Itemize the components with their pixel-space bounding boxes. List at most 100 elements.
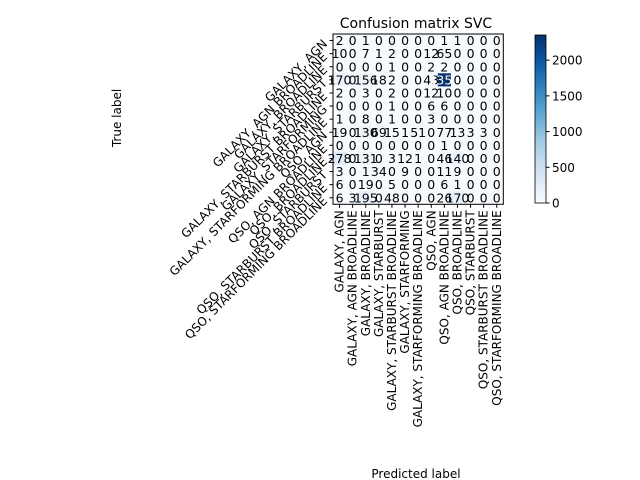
cell-value-label: 0 bbox=[493, 125, 501, 140]
x-tick-label: QSO, AGN BROADLINE bbox=[437, 210, 451, 344]
heatmap-cell bbox=[333, 99, 347, 113]
heatmap-cell bbox=[411, 151, 425, 166]
cell-value-label: 0 bbox=[453, 112, 461, 127]
cell-value-label: 0 bbox=[480, 72, 488, 87]
cell-value-label: 0 bbox=[493, 138, 501, 153]
x-tick-label: GALAXY, STARBURST bbox=[372, 210, 386, 337]
heatmap-cell bbox=[359, 47, 373, 61]
heatmap-cell bbox=[411, 165, 425, 179]
cell-value-label: 0 bbox=[440, 112, 448, 127]
heatmap-cell bbox=[490, 47, 504, 61]
cell-value-label: 0 bbox=[480, 59, 488, 74]
cell-value-label: 0 bbox=[375, 33, 383, 48]
cell-value-label: 0 bbox=[493, 33, 501, 48]
heatmap-cell bbox=[359, 112, 373, 126]
cell-value-label: 0 bbox=[467, 99, 475, 114]
cell-value-label: 0 bbox=[362, 59, 370, 74]
cell-value-label: 0 bbox=[467, 177, 475, 192]
heatmap-cell bbox=[424, 86, 439, 100]
cell-value-label: 77 bbox=[436, 125, 452, 140]
colorbar-gradient bbox=[534, 34, 547, 204]
cell-value-label: 0 bbox=[349, 85, 357, 100]
cell-value-label: 0 bbox=[467, 190, 475, 205]
colorbar-tick-label: 0 bbox=[552, 197, 560, 211]
heatmap-cell bbox=[372, 47, 386, 61]
heatmap-cell bbox=[411, 138, 425, 153]
heatmap-cell bbox=[437, 191, 452, 205]
cell-value-label: 1 bbox=[362, 33, 370, 48]
heatmap-cell bbox=[359, 138, 373, 153]
cell-value-label: 0 bbox=[414, 112, 422, 127]
heatmap-cell bbox=[424, 99, 439, 113]
cell-value-label: 0 bbox=[401, 112, 409, 127]
heatmap-cell bbox=[385, 47, 399, 61]
heatmap-cell bbox=[346, 125, 360, 140]
cell-value-label: 5 bbox=[388, 177, 396, 192]
heatmap-cell bbox=[346, 99, 360, 113]
heatmap-cell bbox=[333, 60, 347, 74]
heatmap-cell bbox=[437, 138, 452, 153]
cell-value-label: 51 bbox=[410, 125, 426, 140]
heatmap-cell bbox=[450, 47, 465, 61]
heatmap-cell bbox=[477, 191, 491, 205]
cell-value-label: 0 bbox=[414, 164, 422, 179]
heatmap-cell bbox=[333, 34, 347, 48]
cell-value-label: 0 bbox=[375, 59, 383, 74]
heatmap-cell bbox=[424, 178, 439, 192]
x-axis-ticks: GALAXY, AGN GALAXY, AGN BROADLINE GALAXY, … bbox=[333, 204, 504, 427]
heatmap-cell bbox=[437, 165, 452, 179]
heatmap-cell bbox=[359, 99, 373, 113]
cell-value-label: 0 bbox=[427, 177, 435, 192]
cell-value-label: 1 bbox=[388, 112, 396, 127]
colorbar-tick-label: 500 bbox=[552, 161, 575, 175]
heatmap-cell bbox=[385, 86, 399, 100]
heatmap-cell bbox=[359, 178, 373, 192]
heatmap-cell bbox=[424, 165, 439, 179]
heatmap-cell bbox=[398, 178, 412, 192]
cell-value-label: 0 bbox=[493, 164, 501, 179]
cell-value-label: 0 bbox=[453, 59, 461, 74]
heatmap-cell bbox=[477, 125, 491, 140]
cell-value-label: 2 bbox=[440, 59, 448, 74]
heatmap-cell bbox=[477, 178, 491, 192]
heatmap-cell bbox=[411, 73, 425, 87]
x-tick-label: GALAXY, AGN BROADLINE bbox=[346, 210, 360, 366]
heatmap-cell bbox=[490, 138, 504, 153]
heatmap-cell bbox=[346, 86, 360, 100]
heatmap-cell bbox=[333, 191, 347, 205]
cell-value-label: 46 bbox=[436, 151, 452, 166]
heatmap-cell bbox=[490, 34, 504, 48]
cell-value-label: 0 bbox=[388, 138, 396, 153]
cell-value-label: 9 bbox=[453, 164, 461, 179]
cell-value-label: 6 bbox=[427, 99, 435, 114]
heatmap-cell bbox=[411, 112, 425, 126]
heatmap-cell bbox=[411, 47, 425, 61]
x-tick-label: QSO, STARFORMING BROADLINE bbox=[490, 210, 504, 405]
cell-value-label: 0 bbox=[480, 85, 488, 100]
cell-value-label: 0 bbox=[401, 177, 409, 192]
heatmap-cell bbox=[372, 60, 386, 74]
heatmap-cell bbox=[398, 165, 412, 179]
heatmap-cell bbox=[424, 34, 439, 48]
cell-value-label: 0 bbox=[414, 46, 422, 61]
cell-value-label: 18 bbox=[371, 72, 387, 87]
heatmap-cell bbox=[333, 73, 347, 87]
heatmap-cell bbox=[437, 86, 452, 100]
cell-value-label: 0 bbox=[414, 99, 422, 114]
cell-value-label: 170 bbox=[446, 190, 470, 205]
cell-value-label: 3 bbox=[349, 190, 357, 205]
heatmap-cell bbox=[490, 178, 504, 192]
colorbar-tick-label: 2000 bbox=[552, 54, 583, 68]
heatmap-cell bbox=[359, 34, 373, 48]
cell-value-label: 0 bbox=[493, 151, 501, 166]
heatmap-cell bbox=[372, 112, 386, 126]
cell-value-label: 0 bbox=[480, 151, 488, 166]
x-axis-label: Predicted label bbox=[371, 467, 460, 480]
heatmap-cell bbox=[346, 60, 360, 74]
heatmap-cell bbox=[385, 34, 399, 48]
heatmap-cell bbox=[477, 47, 491, 61]
heatmap-cell bbox=[477, 73, 491, 87]
heatmap-cell bbox=[477, 112, 491, 126]
cell-value-label: 0 bbox=[362, 138, 370, 153]
